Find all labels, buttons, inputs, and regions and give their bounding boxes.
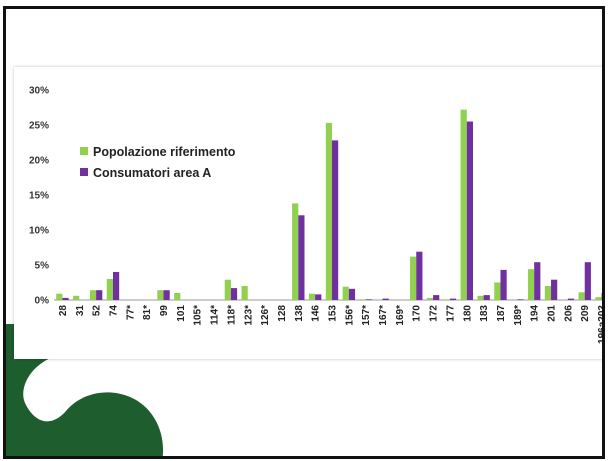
x-tick-label: 114*: [210, 305, 221, 325]
bar-popolazione: [106, 279, 113, 300]
bar-consumatori: [449, 298, 457, 300]
bar-popolazione: [410, 256, 417, 300]
x-tick-label: 28: [58, 305, 69, 317]
bar-popolazione: [157, 290, 164, 300]
x-tick-label: 77*: [125, 305, 136, 320]
bar-consumatori: [112, 272, 120, 300]
bar-popolazione: [460, 109, 467, 300]
x-tick-label: 177: [445, 305, 456, 322]
bar-popolazione: [342, 286, 349, 300]
bar-consumatori: [163, 290, 170, 300]
x-tick-label: 187: [496, 305, 507, 322]
x-tick-label: 157*: [361, 305, 372, 326]
bar-popolazione: [308, 293, 316, 300]
x-tick-label: 74: [108, 305, 119, 317]
x-tick-label: 126*: [260, 305, 271, 326]
x-tick-label: 206: [563, 305, 574, 322]
x-tick-label: 180: [462, 305, 473, 322]
x-tick-label: 196a203: [597, 305, 605, 344]
y-tick-label: 0%: [35, 296, 50, 307]
bar-popolazione: [477, 295, 484, 300]
bar-popolazione: [443, 299, 450, 300]
bar-consumatori: [534, 262, 541, 300]
bar-consumatori: [365, 299, 372, 300]
bar-popolazione: [73, 295, 80, 300]
legend-swatch-consumatori: [80, 168, 88, 176]
x-tick-label: 123*: [243, 305, 254, 326]
legend-swatch-popolazione: [80, 147, 88, 155]
bar-consumatori: [332, 140, 339, 300]
bar-consumatori: [500, 269, 507, 300]
x-tick-label: 52: [92, 305, 103, 317]
bar-popolazione: [174, 293, 181, 300]
x-tick-label: 189*: [513, 305, 524, 326]
x-axis-ticks: 28 31 52 74 77* 81* 99 101 105* 114* 118* 123* 126* 1…: [58, 305, 605, 344]
bars: [56, 109, 602, 301]
bar-consumatori: [433, 295, 440, 300]
bar-chart: 0% 5% 10% 15% 20% 25% 30% 28 31 52 74 77* 81* 99 101 1…: [29, 86, 605, 344]
bar-consumatori: [298, 215, 305, 300]
legend-label-consumatori: Consumatori area A: [93, 166, 211, 180]
bar-popolazione: [224, 279, 231, 300]
x-tick-label: 31: [75, 305, 86, 317]
y-tick-label: 5%: [35, 261, 50, 272]
bar-consumatori: [315, 294, 322, 300]
x-tick-label: 169*: [395, 305, 406, 326]
bar-popolazione: [527, 269, 535, 300]
x-tick-label: 128: [277, 305, 288, 322]
bar-popolazione: [359, 299, 366, 300]
x-tick-label: 105*: [193, 305, 204, 326]
x-tick-label: 156*: [344, 305, 355, 326]
legend-label-popolazione: Popolazione riferimento: [93, 145, 236, 159]
x-tick-label: 201: [547, 305, 558, 322]
bar-popolazione: [241, 286, 248, 300]
bar-popolazione: [325, 122, 332, 301]
bar-consumatori: [416, 251, 423, 300]
x-tick-label: 172: [429, 305, 440, 322]
bar-consumatori: [348, 288, 356, 300]
x-tick-label: 101: [176, 305, 187, 322]
bar-popolazione: [578, 292, 585, 300]
x-tick-label: 81*: [142, 305, 153, 320]
x-tick-label: 209: [580, 305, 591, 322]
bar-consumatori: [483, 295, 490, 300]
y-tick-label: 10%: [29, 226, 49, 237]
x-tick-label: 167*: [378, 305, 389, 326]
x-tick-label: 153: [328, 305, 339, 322]
x-tick-label: 194: [530, 305, 541, 322]
bar-popolazione: [595, 297, 602, 300]
bar-consumatori: [517, 299, 524, 300]
x-tick-label: 146: [311, 305, 322, 322]
bar-consumatori: [466, 121, 473, 300]
bar-consumatori: [96, 290, 103, 300]
bar-popolazione: [292, 203, 299, 300]
y-tick-label: 15%: [29, 191, 49, 202]
x-tick-label: 138: [294, 305, 305, 322]
bar-consumatori: [584, 262, 591, 300]
bar-consumatori: [62, 297, 69, 300]
bar-consumatori: [551, 279, 558, 300]
y-tick-label: 30%: [29, 86, 49, 97]
chart-panel: 0% 5% 10% 15% 20% 25% 30% 28 31 52 74 77* 81* 99 101 1…: [14, 67, 605, 359]
y-tick-label: 20%: [29, 156, 49, 167]
x-tick-label: 118*: [226, 305, 237, 325]
bar-consumatori: [230, 288, 238, 300]
bar-popolazione: [426, 297, 434, 300]
slide: 0% 5% 10% 15% 20% 25% 30% 28 31 52 74 77* 81* 99 101 1…: [3, 6, 605, 459]
bar-consumatori: [567, 298, 575, 300]
x-tick-label: 170: [412, 305, 423, 322]
y-axis-ticks: 0% 5% 10% 15% 20% 25% 30%: [29, 86, 49, 307]
bar-consumatori: [601, 293, 602, 300]
bar-popolazione: [89, 290, 97, 300]
x-tick-label: 183: [479, 305, 490, 322]
bar-consumatori: [382, 298, 389, 300]
bar-popolazione: [494, 282, 501, 300]
legend: Popolazione riferimento Consumatori area…: [80, 145, 236, 180]
y-tick-label: 25%: [29, 121, 49, 132]
bar-popolazione: [544, 286, 552, 300]
x-tick-label: 99: [159, 305, 170, 317]
bar-popolazione: [56, 293, 63, 300]
